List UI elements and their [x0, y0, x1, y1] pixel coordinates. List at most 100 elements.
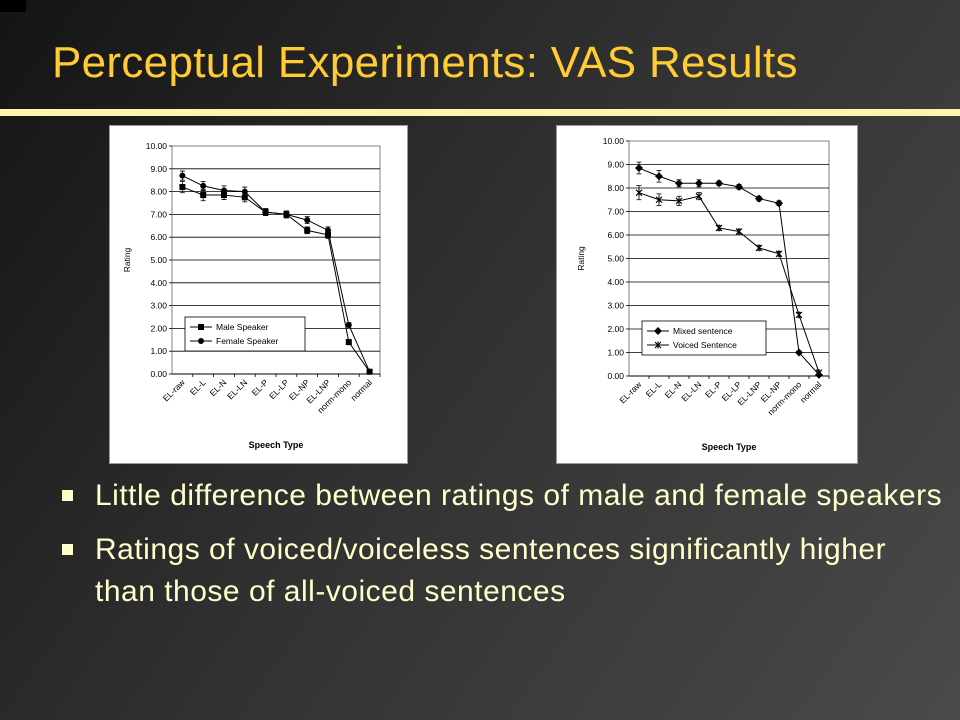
data-point [695, 192, 703, 200]
series-mixed-sentence [635, 161, 823, 379]
series-female-speaker [179, 170, 373, 375]
data-point [675, 197, 683, 205]
data-point [655, 196, 663, 204]
data-point [304, 217, 311, 224]
y-tick-label: 6.00 [607, 230, 624, 240]
y-axis-title: Rating [576, 246, 586, 271]
x-tick-label: EL-raw [617, 379, 644, 406]
x-tick-label: EL-LP [267, 377, 291, 401]
data-point [221, 187, 227, 194]
data-point [635, 164, 643, 173]
data-point [815, 368, 823, 376]
y-tick-label: 8.00 [150, 187, 167, 197]
data-point [345, 321, 352, 328]
slide-title: Perceptual Experiments: VAS Results [52, 38, 798, 87]
data-point [262, 209, 269, 216]
y-tick-label: 0.00 [607, 371, 624, 381]
data-point [304, 227, 311, 234]
x-tick-label: normal [798, 379, 824, 405]
data-point [241, 194, 248, 201]
legend-swatch-marker [654, 341, 662, 349]
bullet-item: Little difference between ratings of mal… [62, 475, 952, 517]
data-point [675, 179, 683, 188]
y-tick-label: 7.00 [607, 207, 624, 217]
y-axis-title: Rating [122, 247, 132, 272]
bullet-square-icon [62, 490, 73, 501]
bullet-square-icon [62, 544, 73, 555]
legend-swatch-marker [654, 327, 662, 335]
data-point [715, 179, 723, 188]
x-tick-label: normal [349, 377, 375, 403]
x-tick-label: EL-LN [225, 377, 249, 401]
y-tick-label: 9.00 [150, 164, 167, 174]
y-tick-label: 5.00 [150, 255, 167, 265]
data-point [366, 368, 373, 375]
legend-box [641, 320, 767, 356]
series-voiced-sentence [635, 185, 823, 376]
title-underline [0, 109, 960, 116]
data-point [179, 184, 186, 191]
y-tick-label: 1.00 [150, 346, 167, 356]
legend-box [184, 316, 306, 352]
data-point [200, 192, 207, 199]
legend-label: Mixed sentence [673, 326, 733, 336]
chart-male-female: 0.00 1.00 2.00 3.00 4.00 5.00 6.00 7.00 8.00 9.00… [109, 125, 408, 464]
data-point [655, 172, 663, 181]
bullet-list: Little difference between ratings of mal… [62, 475, 952, 625]
data-point [735, 182, 743, 191]
x-tick-label: EL-L [644, 379, 664, 399]
series-line [182, 175, 371, 372]
x-tick-label: EL-L [188, 377, 208, 397]
data-point [795, 348, 803, 357]
y-tick-label: 4.00 [607, 277, 624, 287]
data-point [775, 250, 783, 258]
bullet-text: Little difference between ratings of mal… [95, 479, 943, 512]
y-tick-label: 10.00 [146, 141, 168, 151]
chart-mixed-voiced-svg: 0.00 1.00 2.00 3.00 4.00 5.00 6.00 7.00 8.00 9.00… [576, 136, 830, 452]
y-tick-label: 6.00 [150, 232, 167, 242]
y-tick-label: 8.00 [607, 183, 624, 193]
legend-label: Male Speaker [216, 322, 269, 332]
data-point [345, 339, 352, 346]
x-tick-label: EL-raw [161, 377, 188, 404]
chart-male-female-svg: 0.00 1.00 2.00 3.00 4.00 5.00 6.00 7.00 8.00 9.00… [122, 141, 381, 450]
legend: Mixed sentence Voiced Sentence [641, 320, 767, 356]
legend-label: Female Speaker [216, 336, 279, 346]
data-point [695, 179, 703, 188]
x-tick-label: EL-LN [679, 379, 703, 403]
chart-mixed-voiced: 0.00 1.00 2.00 3.00 4.00 5.00 6.00 7.00 8.00 9.00… [556, 125, 858, 464]
series-line [638, 192, 820, 373]
y-tick-label: 3.00 [150, 301, 167, 311]
x-axis-title: Speech Type [249, 440, 304, 450]
legend: Male Speaker Female Speaker [184, 316, 306, 352]
x-axis-title: Speech Type [702, 442, 757, 452]
legend-label: Voiced Sentence [673, 340, 737, 350]
data-point [635, 189, 643, 197]
y-tick-label: 7.00 [150, 209, 167, 219]
data-point [283, 211, 290, 218]
y-tick-label: 1.00 [607, 348, 624, 358]
data-point [775, 199, 783, 208]
data-point [325, 231, 331, 238]
data-point [755, 244, 763, 252]
data-point [200, 182, 207, 189]
y-tick-label: 3.00 [607, 301, 624, 311]
bullet-item: Ratings of voiced/voiceless sentences si… [62, 529, 952, 613]
y-tick-label: 9.00 [607, 160, 624, 170]
bullet-text: Ratings of voiced/voiceless sentences si… [95, 533, 887, 608]
series-line [638, 167, 820, 376]
data-point [735, 227, 743, 235]
legend-swatch-marker [198, 338, 204, 344]
y-tick-label: 5.00 [607, 254, 624, 264]
y-tick-label: 10.00 [603, 136, 625, 146]
y-tick-label: 2.00 [150, 323, 167, 333]
data-point [241, 188, 248, 195]
legend-swatch-marker [198, 324, 204, 330]
data-point [715, 224, 723, 232]
data-point [795, 311, 803, 319]
corner-mark [0, 0, 26, 12]
y-tick-label: 2.00 [607, 324, 624, 334]
y-tick-label: 0.00 [150, 369, 167, 379]
data-point [325, 227, 331, 234]
data-point [179, 172, 186, 179]
